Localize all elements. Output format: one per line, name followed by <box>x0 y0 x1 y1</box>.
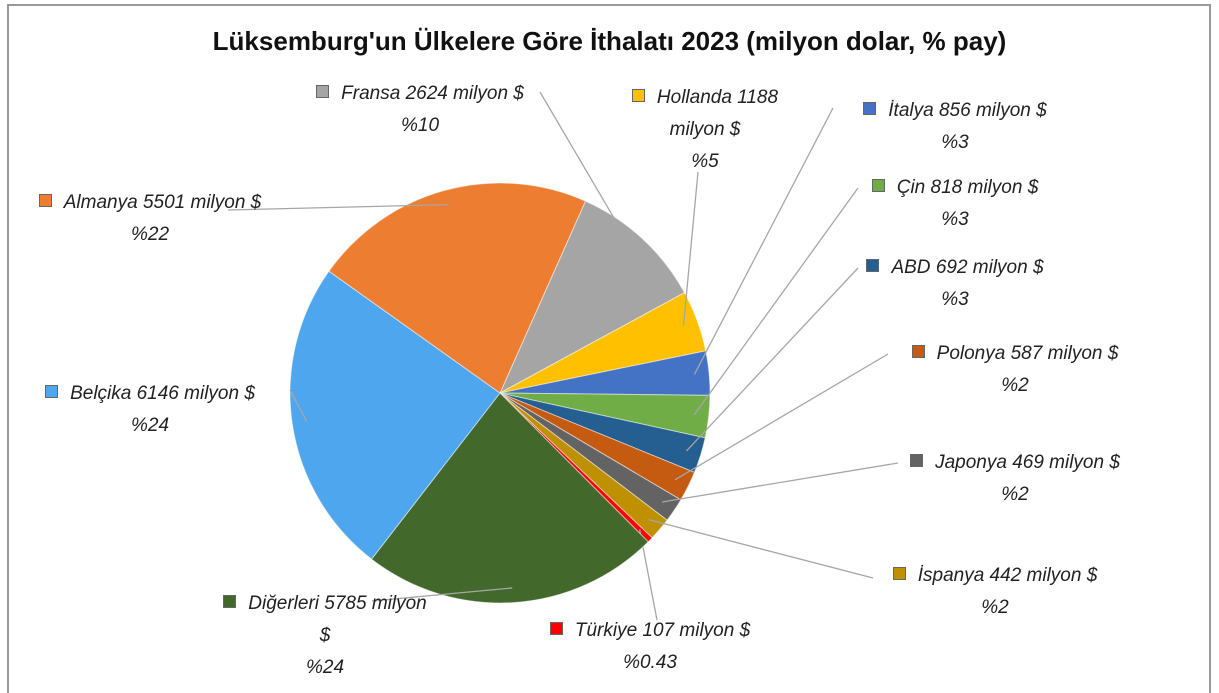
label-text: 6146 milyon $ <box>136 383 255 404</box>
pie-slice <box>328 182 587 394</box>
label-marker <box>910 454 924 467</box>
label-text: %2 <box>1001 484 1029 505</box>
label-marker <box>866 259 880 272</box>
label-marker <box>871 179 885 192</box>
data-label: Çin 818 milyon $ %3 <box>825 172 1085 236</box>
label-marker <box>631 89 645 102</box>
data-label: Polonya 587 milyon $ %2 <box>900 338 1130 402</box>
leader-line <box>693 187 859 416</box>
label-text: Polonya <box>936 343 1006 364</box>
pie-slice <box>498 200 686 395</box>
label-text: 5501 milyon $ <box>142 192 262 213</box>
label-text: Türkiye <box>574 620 638 641</box>
label-text: Almanya <box>63 192 138 213</box>
label-text: ABD <box>891 257 931 278</box>
leader-line <box>371 587 513 602</box>
pie-slice <box>370 392 649 604</box>
leader-line <box>693 107 834 375</box>
label-text: 107 milyon $ <box>642 620 751 641</box>
label-text: %3 <box>941 209 969 230</box>
data-label: Almanya 5501 milyon $ %22 <box>35 187 265 251</box>
leader-line <box>674 353 889 481</box>
leader-line <box>227 203 449 211</box>
label-text: Hollanda <box>656 87 732 108</box>
label-text: %24 <box>305 657 345 678</box>
label-marker <box>911 345 925 358</box>
label-text: %3 <box>941 289 969 310</box>
label-marker <box>316 85 330 98</box>
label-text: Japonya <box>935 452 1007 473</box>
label-text: %3 <box>941 132 969 153</box>
data-label: ABD 692 milyon $ %3 <box>825 252 1085 316</box>
label-marker <box>863 102 877 115</box>
label-text: 692 milyon $ <box>935 257 1044 278</box>
label-text: Fransa <box>341 83 401 104</box>
label-text: Diğerleri <box>248 593 319 614</box>
data-label: Fransa 2624 milyon $ %10 <box>313 78 528 142</box>
data-label: Türkiye 107 milyon $ %0.43 <box>505 615 795 679</box>
frame <box>7 4 1211 693</box>
label-text: 587 milyon $ <box>1010 343 1119 364</box>
label-text: %22 <box>130 224 170 245</box>
label-text: Çin <box>896 177 926 198</box>
label-marker <box>223 595 237 608</box>
label-marker <box>892 567 906 580</box>
label-text: %2 <box>981 597 1009 618</box>
data-label: Diğerleri 5785 milyon $ %24 <box>220 588 430 684</box>
data-label: Japonya 469 milyon $ %2 <box>900 447 1130 511</box>
leader-line <box>289 389 308 422</box>
label-text: 2624 milyon $ <box>405 83 524 104</box>
label-marker <box>549 622 563 635</box>
leader-line <box>682 171 699 327</box>
label-text: İtalya <box>888 100 934 121</box>
label-text: 1188 milyon $ <box>669 87 779 140</box>
leader-line <box>686 267 859 452</box>
label-text: %2 <box>1001 375 1029 396</box>
data-label: İtalya 856 milyon $ %3 <box>825 95 1085 159</box>
label-text: 856 milyon $ <box>938 100 1047 121</box>
label-text: 818 milyon $ <box>930 177 1039 198</box>
label-text: %0.43 <box>623 652 677 673</box>
leader-line <box>539 91 634 250</box>
label-text: Belçika <box>70 383 132 404</box>
label-text: %5 <box>691 151 719 172</box>
label-marker <box>45 385 59 398</box>
data-label: Hollanda 1188 milyon $ %5 <box>610 82 800 178</box>
leader-line <box>661 462 899 503</box>
label-text: %24 <box>130 415 170 436</box>
label-text: %10 <box>400 115 440 136</box>
leader-line <box>648 519 874 579</box>
chart-title: Lüksemburg'un Ülkelere Göre İthalatı 202… <box>212 26 1007 56</box>
pie-slice <box>289 270 501 560</box>
label-text: 469 milyon $ <box>1012 452 1120 473</box>
data-label: Belçika 6146 milyon $ %24 <box>20 378 280 442</box>
label-text: İspanya <box>917 565 985 586</box>
data-label: İspanya 442 milyon $ %2 <box>880 560 1110 624</box>
label-marker <box>38 194 52 207</box>
label-text: 5785 milyon $ <box>319 593 427 646</box>
label-text: 442 milyon $ <box>989 565 1098 586</box>
